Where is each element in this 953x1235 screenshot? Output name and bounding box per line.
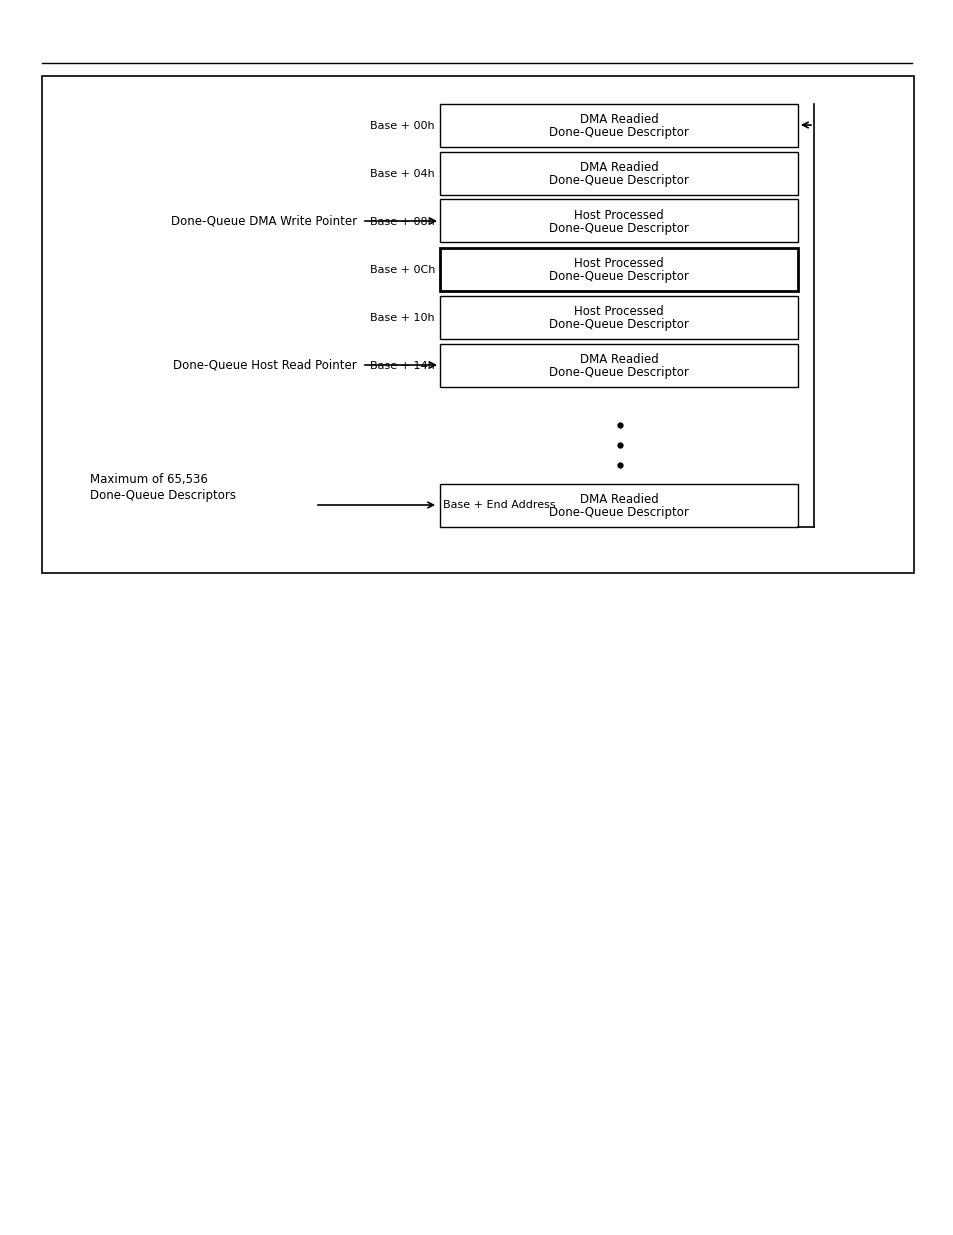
Text: Host Processed: Host Processed <box>574 305 663 317</box>
Text: Done-Queue Descriptor: Done-Queue Descriptor <box>549 366 688 379</box>
Text: Done-Queue Descriptor: Done-Queue Descriptor <box>549 174 688 186</box>
Bar <box>439 295 797 338</box>
Text: Base + 08h: Base + 08h <box>370 217 435 227</box>
Text: Base + 00h: Base + 00h <box>370 121 435 131</box>
Text: Base + 10h: Base + 10h <box>370 312 435 324</box>
Text: Done-Queue Descriptor: Done-Queue Descriptor <box>549 222 688 235</box>
Bar <box>42 77 913 573</box>
Text: DMA Readied: DMA Readied <box>579 112 658 126</box>
Text: Done-Queue Host Read Pointer: Done-Queue Host Read Pointer <box>173 358 356 372</box>
Bar <box>439 343 797 387</box>
Text: Done-Queue Descriptor: Done-Queue Descriptor <box>549 270 688 283</box>
Text: Base + End Address: Base + End Address <box>442 500 555 510</box>
Text: Base + 04h: Base + 04h <box>370 169 435 179</box>
Text: Done-Queue Descriptor: Done-Queue Descriptor <box>549 126 688 140</box>
Text: DMA Readied: DMA Readied <box>579 161 658 174</box>
Bar <box>439 200 797 242</box>
Text: Done-Queue Descriptor: Done-Queue Descriptor <box>549 317 688 331</box>
Text: DMA Readied: DMA Readied <box>579 493 658 506</box>
Text: Host Processed: Host Processed <box>574 257 663 270</box>
Bar <box>439 483 797 526</box>
Text: Done-Queue Descriptors: Done-Queue Descriptors <box>90 489 235 501</box>
Bar <box>439 152 797 194</box>
Bar <box>439 247 797 290</box>
Text: Maximum of 65,536: Maximum of 65,536 <box>90 473 208 487</box>
Text: Base + 0Ch: Base + 0Ch <box>369 266 435 275</box>
Text: Base + 14h: Base + 14h <box>370 361 435 370</box>
Text: Done-Queue Descriptor: Done-Queue Descriptor <box>549 506 688 519</box>
Text: Done-Queue DMA Write Pointer: Done-Queue DMA Write Pointer <box>171 215 356 227</box>
Bar <box>439 104 797 147</box>
Text: Host Processed: Host Processed <box>574 209 663 222</box>
Text: DMA Readied: DMA Readied <box>579 353 658 366</box>
